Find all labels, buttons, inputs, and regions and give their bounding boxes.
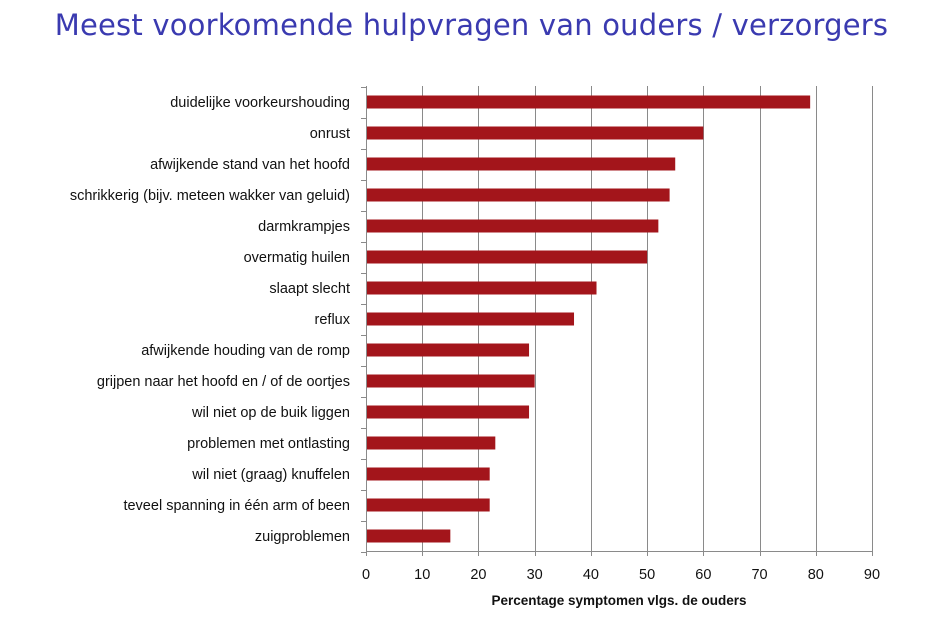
bar xyxy=(367,343,530,357)
category-label: slaapt slecht xyxy=(269,281,350,297)
x-tick-label: 20 xyxy=(470,567,486,583)
x-axis-label: Percentage symptomen vlgs. de ouders xyxy=(491,593,746,608)
category-label: afwijkende houding van de romp xyxy=(141,343,350,359)
bar xyxy=(367,126,704,140)
x-tick-label: 50 xyxy=(639,567,655,583)
bars xyxy=(367,95,811,543)
category-label: wil niet (graag) knuffelen xyxy=(191,467,350,483)
bar xyxy=(367,250,648,264)
bar xyxy=(367,281,597,295)
bar xyxy=(367,219,659,233)
x-tick-label: 10 xyxy=(414,567,430,583)
category-label: onrust xyxy=(310,126,350,142)
bar xyxy=(367,529,451,543)
x-tick-label: 40 xyxy=(583,567,599,583)
bar xyxy=(367,498,490,512)
x-tick-label: 70 xyxy=(751,567,767,583)
category-label: afwijkende stand van het hoofd xyxy=(150,157,350,173)
category-label: problemen met ontlasting xyxy=(187,436,350,452)
bar xyxy=(367,312,575,326)
x-tick-label: 60 xyxy=(695,567,711,583)
axes xyxy=(361,86,873,556)
category-label: duidelijke voorkeurshouding xyxy=(170,95,350,111)
category-label: darmkrampjes xyxy=(258,219,350,235)
bar xyxy=(367,467,490,481)
x-tick-label: 90 xyxy=(864,567,880,583)
category-label: wil niet op de buik liggen xyxy=(191,405,350,421)
category-label: grijpen naar het hoofd en / of de oortje… xyxy=(97,374,350,390)
x-tick-label: 30 xyxy=(527,567,543,583)
category-label: zuigproblemen xyxy=(255,529,350,545)
bar xyxy=(367,95,811,109)
bar xyxy=(367,374,535,388)
x-tick-label: 80 xyxy=(808,567,824,583)
category-label: reflux xyxy=(315,312,351,328)
category-label: overmatig huilen xyxy=(244,250,350,266)
x-tick-labels: 0 10 20 30 40 50 60 70 80 90 xyxy=(362,567,880,583)
x-tick-label: 0 xyxy=(362,567,370,583)
category-label: schrikkerig (bijv. meteen wakker van gel… xyxy=(70,188,350,204)
bar xyxy=(367,157,676,171)
bar xyxy=(367,188,670,202)
bar xyxy=(367,405,530,419)
category-label: teveel spanning in één arm of been xyxy=(123,498,350,514)
category-labels: duidelijke voorkeurshouding onrust afwijke… xyxy=(70,95,351,545)
chart-title: Meest voorkomende hulpvragen van ouders … xyxy=(54,8,889,42)
bar xyxy=(367,436,496,450)
